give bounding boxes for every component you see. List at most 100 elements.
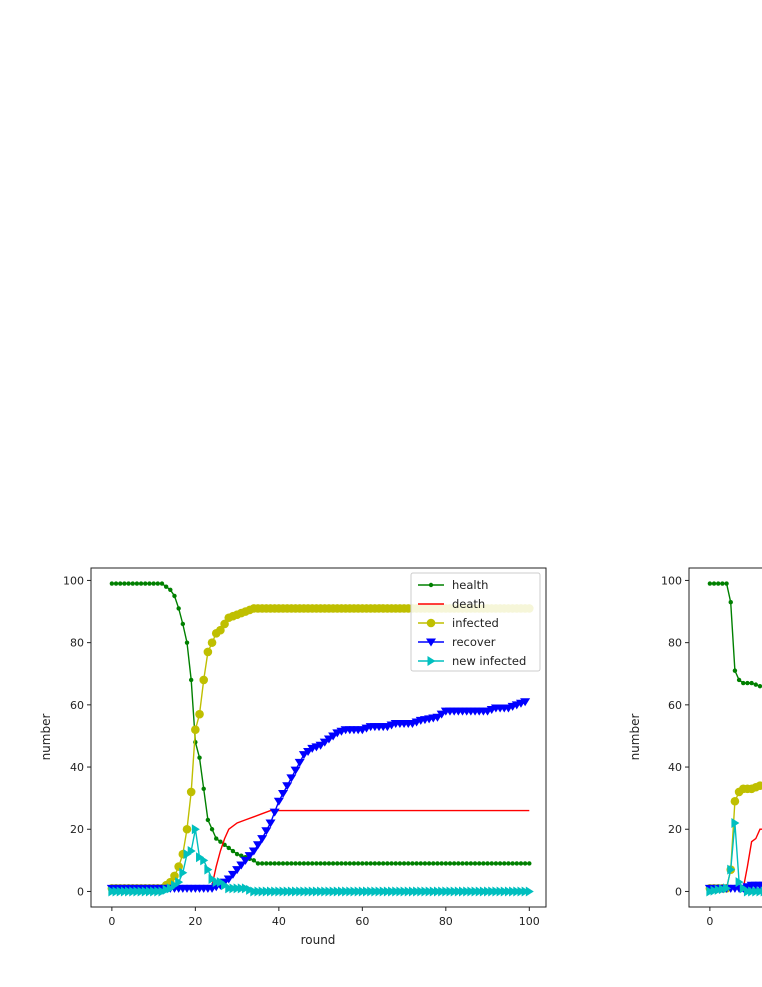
data-point-new-infected bbox=[337, 886, 346, 897]
data-point-new-infected bbox=[296, 886, 305, 897]
data-point-new-infected bbox=[221, 880, 230, 891]
data-point-new-infected bbox=[329, 886, 338, 897]
data-point-series-5 bbox=[723, 883, 732, 894]
data-point-new-infected bbox=[317, 886, 326, 897]
data-point-health bbox=[297, 861, 302, 866]
data-point-recover bbox=[290, 766, 301, 775]
data-point-series-1 bbox=[732, 668, 738, 673]
data-point-new-infected bbox=[367, 886, 376, 897]
x-tick-label: 40 bbox=[272, 915, 286, 928]
data-point-series-3 bbox=[730, 796, 740, 806]
data-point-new-infected bbox=[266, 886, 275, 897]
x-tick-label: 60 bbox=[355, 915, 369, 928]
data-point-new-infected bbox=[450, 886, 459, 897]
data-point-health bbox=[180, 621, 186, 627]
data-point-recover bbox=[273, 797, 284, 806]
data-point-recover bbox=[286, 774, 297, 783]
data-point-health bbox=[326, 861, 332, 866]
data-point-new-infected bbox=[137, 886, 146, 897]
data-point-new-infected bbox=[413, 886, 422, 897]
data-point-health bbox=[268, 861, 273, 866]
data-point-health bbox=[176, 606, 181, 611]
data-point-health bbox=[339, 861, 344, 866]
data-point-new-infected bbox=[471, 886, 480, 897]
data-point-health bbox=[389, 861, 394, 866]
data-point-health bbox=[138, 581, 144, 586]
data-point-health bbox=[201, 786, 206, 792]
data-point-new-infected bbox=[375, 886, 384, 897]
data-point-health bbox=[147, 581, 152, 586]
data-point-new-infected bbox=[446, 886, 455, 897]
data-point-health bbox=[318, 861, 323, 866]
data-point-health bbox=[188, 677, 194, 683]
data-point-new-infected bbox=[233, 883, 242, 894]
data-point-new-infected bbox=[166, 883, 175, 894]
data-point-series-1 bbox=[707, 581, 713, 586]
data-point-health bbox=[305, 861, 311, 866]
data-point-health bbox=[172, 593, 177, 599]
data-point-health bbox=[410, 861, 415, 866]
data-point-new-infected bbox=[396, 886, 405, 897]
data-point-health bbox=[385, 861, 390, 866]
data-point-health bbox=[435, 861, 440, 866]
data-point-new-infected bbox=[521, 886, 530, 897]
data-point-health bbox=[218, 839, 223, 844]
data-point-health bbox=[431, 861, 436, 866]
data-point-recover bbox=[236, 861, 247, 870]
data-point-health bbox=[522, 861, 528, 866]
data-point-series-5 bbox=[731, 818, 740, 829]
data-point-new-infected bbox=[133, 886, 142, 897]
data-point-new-infected bbox=[116, 886, 125, 897]
y-tick-label: 60 bbox=[668, 699, 682, 712]
data-point-health bbox=[468, 861, 474, 866]
data-point-health bbox=[143, 581, 148, 586]
data-point-recover bbox=[261, 827, 272, 836]
series-new-infected bbox=[108, 824, 534, 897]
data-point-new-infected bbox=[363, 886, 372, 897]
data-point-series-5 bbox=[739, 883, 748, 894]
data-point-new-infected bbox=[371, 886, 380, 897]
data-point-infected bbox=[216, 625, 225, 635]
legend-label: new infected bbox=[452, 654, 526, 668]
data-point-new-infected bbox=[275, 886, 284, 897]
chart-right: 0 0 20 40 60 80 100 number bbox=[628, 567, 762, 928]
data-point-series-4 bbox=[759, 881, 762, 887]
data-point-new-infected bbox=[392, 886, 401, 897]
x-axis-label: round bbox=[301, 933, 336, 947]
data-point-new-infected bbox=[187, 846, 196, 857]
data-point-health bbox=[351, 861, 357, 866]
y-tick-label: 20 bbox=[70, 823, 84, 836]
data-point-health bbox=[518, 861, 524, 866]
data-point-health bbox=[310, 861, 315, 866]
data-point-health bbox=[205, 817, 211, 823]
data-point-new-infected bbox=[308, 886, 317, 897]
data-point-health bbox=[209, 827, 215, 832]
data-point-infected bbox=[195, 709, 204, 719]
data-point-health bbox=[472, 861, 478, 866]
data-point-infected bbox=[182, 824, 192, 834]
y-tick-label: 100 bbox=[661, 574, 682, 587]
data-point-series-5 bbox=[718, 884, 727, 895]
data-point-series-5 bbox=[743, 886, 752, 897]
data-point-new-infected bbox=[421, 886, 430, 897]
data-point-health bbox=[343, 861, 348, 866]
data-point-recover bbox=[248, 847, 259, 856]
data-point-new-infected bbox=[463, 886, 472, 897]
data-point-new-infected bbox=[358, 886, 367, 897]
data-point-series-5 bbox=[752, 886, 761, 897]
data-point-health bbox=[485, 861, 490, 866]
data-point-health bbox=[406, 861, 411, 866]
data-point-new-infected bbox=[162, 884, 171, 895]
data-point-new-infected bbox=[379, 886, 388, 897]
y-tick-label: 20 bbox=[668, 823, 682, 836]
data-point-new-infected bbox=[400, 886, 409, 897]
data-point-health bbox=[272, 861, 277, 866]
data-point-new-infected bbox=[300, 886, 309, 897]
data-point-series-1 bbox=[736, 677, 742, 683]
y-tick-label: 40 bbox=[70, 761, 84, 774]
data-point-new-infected bbox=[287, 886, 296, 897]
data-point-health bbox=[168, 587, 173, 592]
data-point-new-infected bbox=[208, 874, 217, 885]
data-point-health bbox=[443, 861, 449, 866]
data-point-new-infected bbox=[112, 886, 121, 897]
